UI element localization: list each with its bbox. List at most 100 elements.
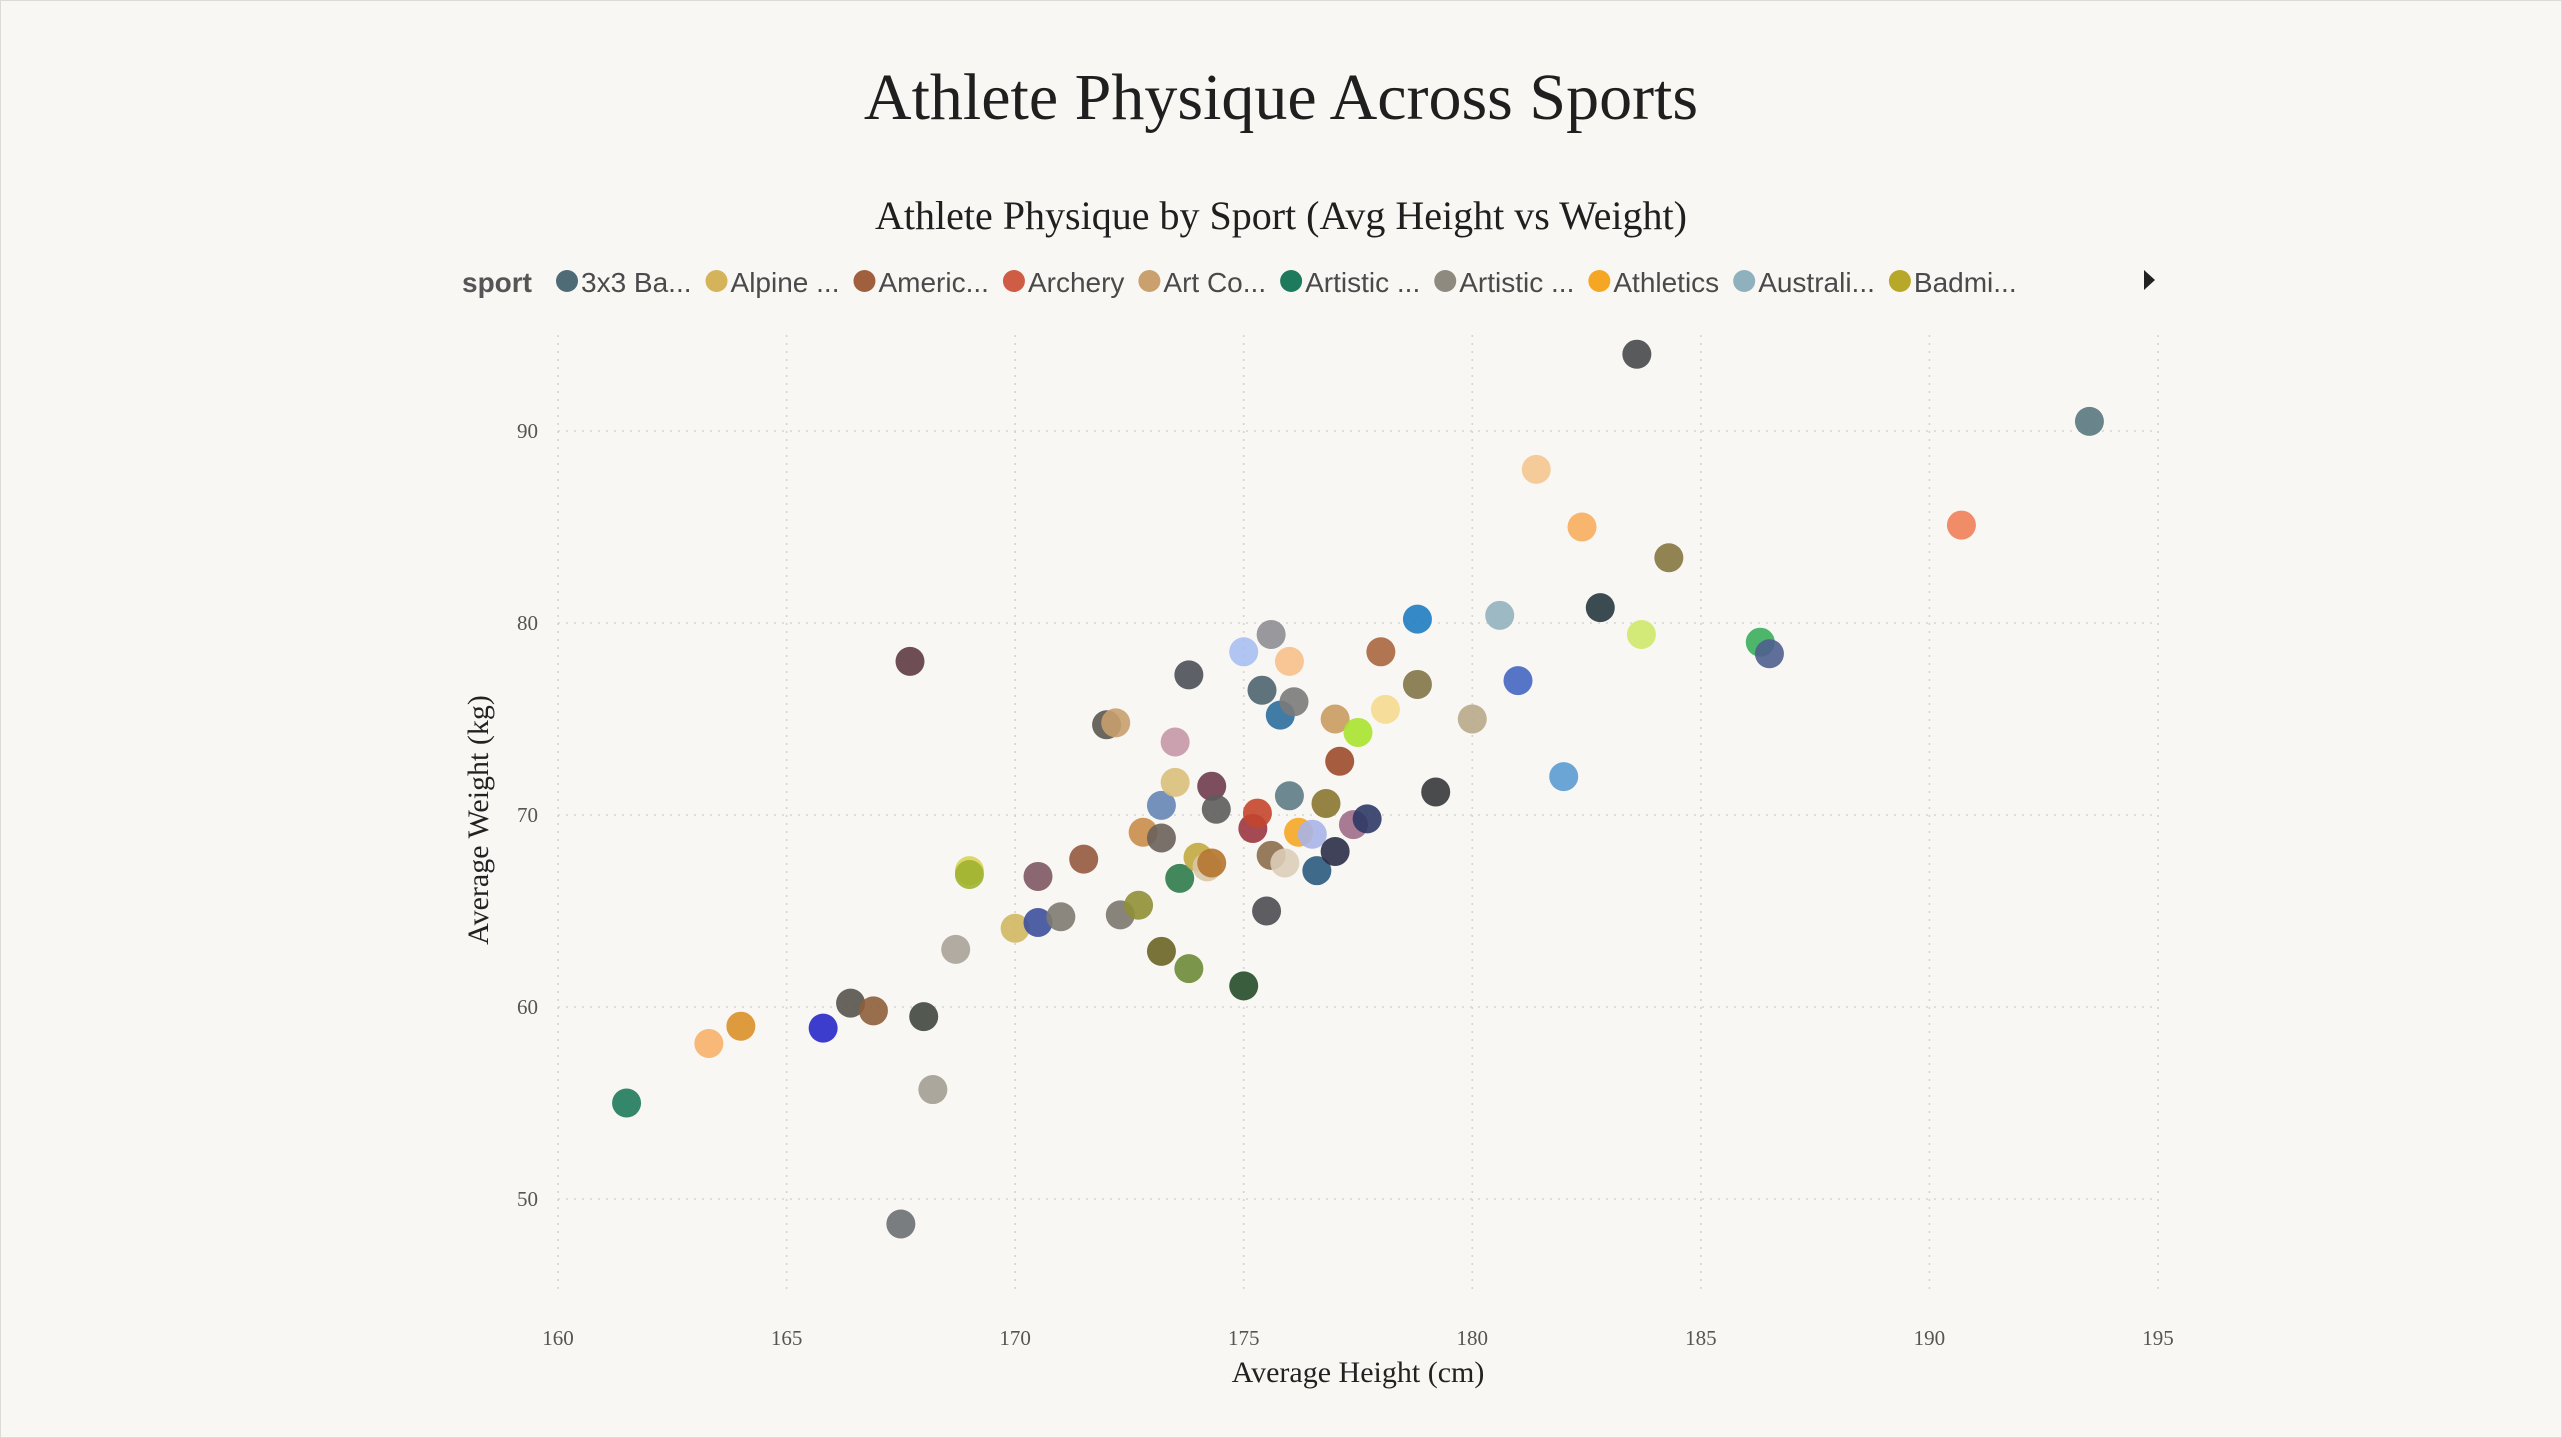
data-point[interactable]: [1146, 790, 1176, 820]
data-point[interactable]: [1046, 902, 1076, 932]
data-point[interactable]: [1402, 604, 1432, 634]
legend-next-arrow-icon[interactable]: [2144, 270, 2155, 290]
data-point[interactable]: [1485, 600, 1515, 630]
data-point[interactable]: [1201, 794, 1231, 824]
data-point[interactable]: [808, 1013, 838, 1043]
data-point[interactable]: [1247, 675, 1277, 705]
point-layer[interactable]: [612, 339, 2104, 1239]
data-point[interactable]: [1124, 890, 1154, 920]
legend-label: Badmi...: [1914, 267, 2017, 298]
data-point[interactable]: [909, 1002, 939, 1032]
data-point[interactable]: [1366, 637, 1396, 667]
data-point[interactable]: [1297, 819, 1327, 849]
data-point[interactable]: [858, 996, 888, 1026]
data-point[interactable]: [1256, 620, 1286, 650]
legend-swatch: [1733, 270, 1756, 292]
data-point[interactable]: [1101, 708, 1131, 738]
data-point[interactable]: [1311, 788, 1341, 818]
data-point[interactable]: [1274, 646, 1304, 676]
data-point[interactable]: [1229, 637, 1259, 667]
legend-item[interactable]: Australi...: [1733, 267, 1875, 298]
chart-title: Athlete Physique by Sport (Avg Height vs…: [875, 193, 1687, 238]
data-point[interactable]: [1622, 339, 1652, 369]
data-point[interactable]: [1343, 717, 1373, 747]
data-point[interactable]: [886, 1209, 916, 1239]
data-point[interactable]: [1069, 844, 1099, 874]
data-point[interactable]: [1549, 762, 1579, 792]
data-point[interactable]: [1626, 620, 1656, 650]
data-point[interactable]: [1325, 746, 1355, 776]
data-point[interactable]: [941, 934, 971, 964]
data-point[interactable]: [1352, 804, 1382, 834]
legend-label: Artistic ...: [1305, 267, 1420, 298]
y-tick-label: 80: [517, 611, 538, 635]
legend-swatch: [1588, 270, 1611, 292]
data-point[interactable]: [1274, 781, 1304, 811]
data-point[interactable]: [1754, 639, 1784, 669]
y-tick-label: 90: [517, 419, 538, 443]
data-point[interactable]: [1402, 669, 1432, 699]
legend-item[interactable]: Archery: [1002, 267, 1124, 298]
data-point[interactable]: [1279, 687, 1309, 717]
legend-label: 3x3 Ba...: [581, 267, 692, 298]
data-point[interactable]: [1370, 694, 1400, 724]
data-point[interactable]: [694, 1028, 724, 1058]
data-point[interactable]: [1421, 777, 1451, 807]
legend-item[interactable]: Athletics: [1588, 267, 1719, 298]
data-point[interactable]: [1023, 908, 1053, 938]
data-point[interactable]: [1567, 512, 1597, 542]
legend-item[interactable]: Alpine ...: [705, 267, 840, 298]
data-point[interactable]: [1165, 863, 1195, 893]
data-point[interactable]: [612, 1088, 642, 1118]
data-point[interactable]: [895, 646, 925, 676]
data-point[interactable]: [1585, 593, 1615, 623]
legend-label: Art Co...: [1163, 267, 1266, 298]
data-point[interactable]: [1270, 848, 1300, 878]
x-tick-label: 180: [1457, 1326, 1489, 1350]
data-point[interactable]: [1160, 727, 1190, 757]
data-point[interactable]: [1302, 856, 1332, 886]
data-point[interactable]: [1146, 936, 1176, 966]
legend-item[interactable]: 3x3 Ba...: [556, 267, 692, 298]
legend-swatch: [853, 270, 876, 292]
data-point[interactable]: [1160, 767, 1190, 797]
legend-item[interactable]: Badmi...: [1888, 267, 2017, 298]
data-point[interactable]: [1242, 798, 1272, 828]
data-point[interactable]: [1252, 896, 1282, 926]
x-tick-label: 175: [1228, 1326, 1260, 1350]
data-point[interactable]: [1197, 848, 1227, 878]
data-point[interactable]: [2074, 406, 2104, 436]
data-point[interactable]: [1320, 704, 1350, 734]
y-axis-label: Average Weight (kg): [462, 695, 495, 945]
data-point[interactable]: [1000, 913, 1030, 943]
legend-item[interactable]: Americ...: [853, 267, 989, 298]
data-point[interactable]: [918, 1075, 948, 1105]
data-point[interactable]: [1174, 660, 1204, 690]
legend[interactable]: sport 3x3 Ba... Alpine ... Americ... Archer…: [462, 267, 2155, 298]
data-point[interactable]: [726, 1011, 756, 1041]
data-point[interactable]: [836, 988, 866, 1018]
data-point[interactable]: [1229, 971, 1259, 1001]
data-point[interactable]: [1946, 510, 1976, 540]
data-point[interactable]: [954, 860, 984, 890]
page-title: Athlete Physique Across Sports: [863, 61, 1699, 134]
data-point[interactable]: [1457, 704, 1487, 734]
data-point[interactable]: [1521, 454, 1551, 484]
legend-item[interactable]: Artistic ...: [1280, 267, 1420, 298]
x-tick-label: 165: [771, 1326, 803, 1350]
data-point[interactable]: [1197, 771, 1227, 801]
x-tick-label: 190: [1914, 1326, 1946, 1350]
legend-item[interactable]: Artistic ...: [1434, 267, 1574, 298]
legend-item[interactable]: Art Co...: [1138, 267, 1266, 298]
data-point[interactable]: [1174, 954, 1204, 984]
data-point[interactable]: [1320, 836, 1350, 866]
legend-label: Artistic ...: [1459, 267, 1574, 298]
y-tick-label: 50: [517, 1187, 538, 1211]
data-point[interactable]: [1654, 543, 1684, 573]
data-point[interactable]: [1503, 666, 1533, 696]
data-point[interactable]: [1146, 823, 1176, 853]
data-point[interactable]: [1023, 861, 1053, 891]
legend-swatch: [1434, 270, 1457, 292]
legend-label: Americ...: [878, 267, 988, 298]
